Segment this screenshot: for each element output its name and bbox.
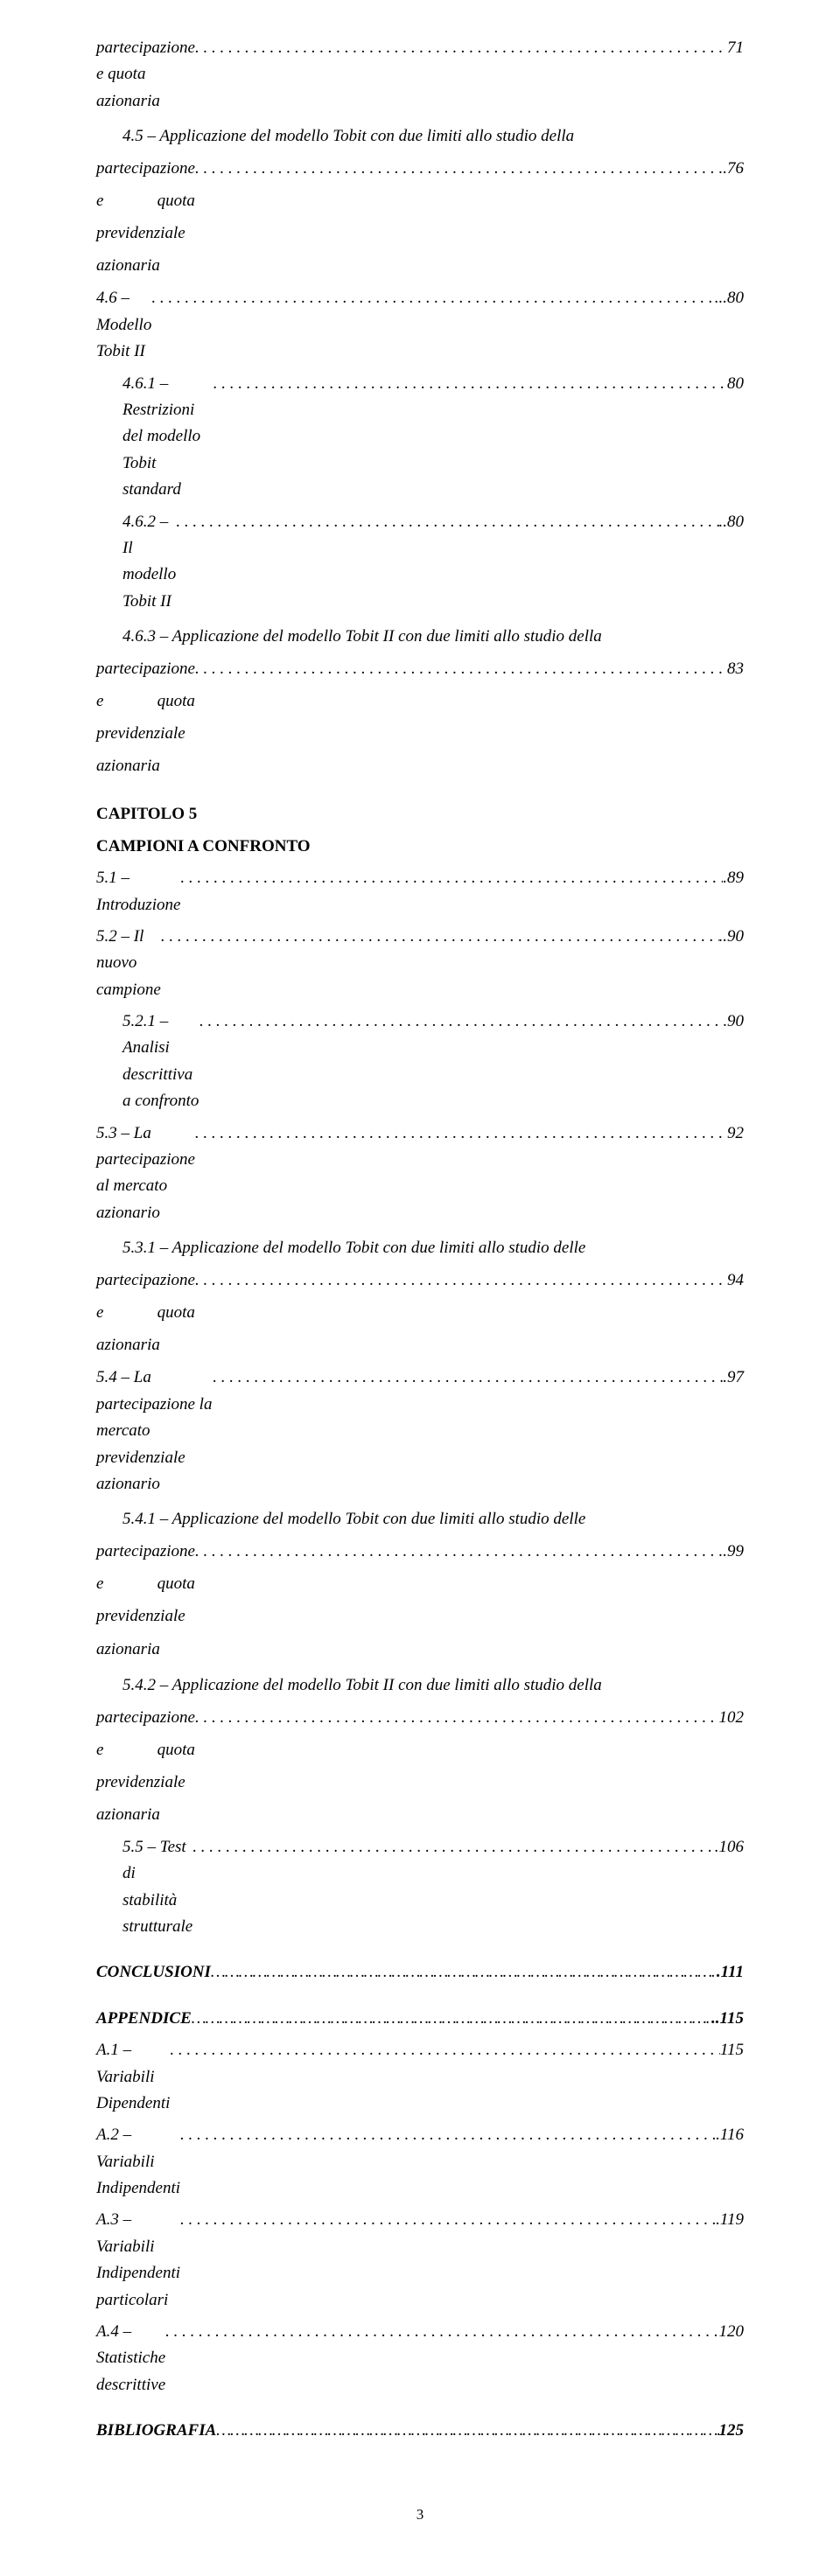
toc-page: .97 [723, 1365, 744, 1391]
toc-text: 4.5 – Applicazione del modello Tobit con… [96, 120, 744, 152]
leader-dots [192, 1834, 715, 1860]
toc-page: ...80 [715, 285, 744, 311]
toc-text: 5.5 – Test di stabilità strutturale [122, 1834, 192, 1941]
toc-entry: A.1 – Variabili Dipendenti 115 [96, 2037, 744, 2117]
leader-dots [195, 35, 727, 61]
toc-text: A.2 – Variabili Indipendenti [96, 2122, 180, 2202]
toc-text: 5.4.1 – Applicazione del modello Tobit c… [96, 1503, 744, 1535]
page-number: 3 [96, 2506, 744, 2524]
toc-entry: 5.4 – La partecipazione la mercato previ… [96, 1365, 744, 1497]
toc-text: 5.3 – La partecipazione al mercato azion… [96, 1120, 195, 1227]
leader-dots [213, 1365, 723, 1391]
toc-page: ..80 [719, 509, 745, 535]
toc-entry: CONCLUSIONI .111 [96, 1959, 744, 1986]
toc-entry: 5.4.1 – Applicazione del modello Tobit c… [96, 1503, 744, 1665]
toc-entry: 5.2 – Il nuovo campione ..90 [96, 924, 744, 1003]
leader-dots [176, 509, 718, 535]
toc-entry: BIBLIOGRAFIA 125 [96, 2418, 744, 2444]
toc-text: 5.4 – La partecipazione la mercato previ… [96, 1365, 213, 1497]
leader-dots [211, 1959, 717, 1986]
toc-page: ..76 [719, 152, 745, 185]
leader-dots [195, 1120, 727, 1147]
toc-entry: CAMPIONI A CONFRONTO [96, 834, 744, 860]
toc-entry: 4.6 – Modello Tobit II ...80 [96, 285, 744, 365]
toc-text: partecipazione e quota azionaria [96, 35, 195, 115]
toc-text: CAMPIONI A CONFRONTO [96, 834, 311, 860]
toc-page: .119 [716, 2207, 744, 2233]
toc-entry: 4.6.2 – Il modello Tobit II ..80 [96, 509, 744, 616]
leader-dots [180, 2122, 716, 2148]
toc-text: 5.2.1 – Analisi descrittiva a confronto [122, 1009, 200, 1115]
toc-text: A.4 – Statistiche descrittive [96, 2319, 165, 2398]
toc-page: .106 [715, 1834, 744, 1860]
toc-text: 4.6.2 – Il modello Tobit II [122, 509, 176, 616]
leader-dots [170, 2037, 719, 2063]
leader-dots [214, 371, 727, 397]
leader-dots [165, 2319, 718, 2345]
leader-dots [195, 1701, 719, 1734]
toc-entry: 5.3 – La partecipazione al mercato azion… [96, 1120, 744, 1227]
toc-text: A.3 – Variabili Indipendenti particolari [96, 2207, 180, 2314]
leader-dots [192, 2006, 711, 2032]
toc-page: ..99 [719, 1535, 745, 1567]
toc-text: 4.6 – Modello Tobit II [96, 285, 151, 365]
leader-dots [200, 1009, 727, 1035]
leader-dots [161, 924, 719, 950]
toc-text: 4.6.1 – Restrizioni del modello Tobit st… [122, 371, 214, 504]
toc-text: partecipazione e quota previdenziale azi… [96, 653, 195, 782]
toc-text: partecipazione e quota previdenziale azi… [96, 1535, 195, 1665]
toc-page: ..90 [719, 924, 745, 950]
toc-entry: 4.6.1 – Restrizioni del modello Tobit st… [96, 371, 744, 504]
toc-page: 125 [719, 2418, 745, 2444]
leader-dots [180, 865, 723, 891]
toc-text: 4.6.3 – Applicazione del modello Tobit I… [96, 620, 744, 653]
toc-text: 5.3.1 – Applicazione del modello Tobit c… [96, 1232, 744, 1264]
toc-text: BIBLIOGRAFIA [96, 2418, 216, 2444]
toc-text: partecipazione e quota azionaria [96, 1264, 195, 1361]
toc-page: 115 [720, 2037, 744, 2063]
leader-dots [151, 285, 714, 311]
leader-dots [195, 653, 727, 685]
leader-dots [195, 152, 719, 185]
toc-entry: 4.5 – Applicazione del modello Tobit con… [96, 120, 744, 282]
toc-page: 80 [727, 371, 744, 397]
leader-dots [216, 2418, 718, 2444]
toc-page: 120 [719, 2319, 745, 2345]
toc-page: 83 [727, 653, 744, 685]
toc-entry: 5.2.1 – Analisi descrittiva a confronto 9… [96, 1009, 744, 1115]
toc-entry: APPENDICE ..115 [96, 2006, 744, 2032]
toc-entry: 5.1 – Introduzione .89 [96, 865, 744, 918]
toc-text: A.1 – Variabili Dipendenti [96, 2037, 170, 2117]
toc-entry: A.2 – Variabili Indipendenti .116 [96, 2122, 744, 2202]
toc-text: CONCLUSIONI [96, 1959, 211, 1986]
toc-text: 5.4.2 – Applicazione del modello Tobit I… [96, 1669, 744, 1701]
toc-page: .111 [717, 1959, 744, 1986]
toc-entry: A.3 – Variabili Indipendenti particolari… [96, 2207, 744, 2314]
toc-entry: A.4 – Statistiche descrittive 120 [96, 2319, 744, 2398]
toc-page: 92 [727, 1120, 744, 1147]
toc-entry: 5.5 – Test di stabilità strutturale .106 [96, 1834, 744, 1941]
leader-dots [195, 1264, 727, 1296]
toc-text: partecipazione e quota previdenziale azi… [96, 152, 195, 282]
toc-page: .116 [716, 2122, 744, 2148]
toc-page: 71 [727, 35, 744, 61]
leader-dots [180, 2207, 716, 2233]
toc-page: 90 [727, 1009, 744, 1035]
toc-text: 5.2 – Il nuovo campione [96, 924, 161, 1003]
toc-page: ..115 [711, 2006, 744, 2032]
toc-page: 102 [719, 1701, 745, 1734]
leader-dots [195, 1535, 719, 1567]
toc-entry: 5.4.2 – Applicazione del modello Tobit I… [96, 1669, 744, 1831]
toc-page: 94 [727, 1264, 744, 1296]
toc-text: 5.1 – Introduzione [96, 865, 180, 918]
toc-entry: CAPITOLO 5 [96, 801, 744, 827]
toc-page: .89 [723, 865, 744, 891]
toc-entry: partecipazione e quota azionaria 71 [96, 35, 744, 115]
toc-text: partecipazione e quota previdenziale azi… [96, 1701, 195, 1831]
table-of-contents: partecipazione e quota azionaria 71 4.5 – … [96, 35, 744, 2445]
toc-entry: 4.6.3 – Applicazione del modello Tobit I… [96, 620, 744, 782]
toc-text: CAPITOLO 5 [96, 801, 197, 827]
toc-text: APPENDICE [96, 2006, 192, 2032]
toc-entry: 5.3.1 – Applicazione del modello Tobit c… [96, 1232, 744, 1361]
